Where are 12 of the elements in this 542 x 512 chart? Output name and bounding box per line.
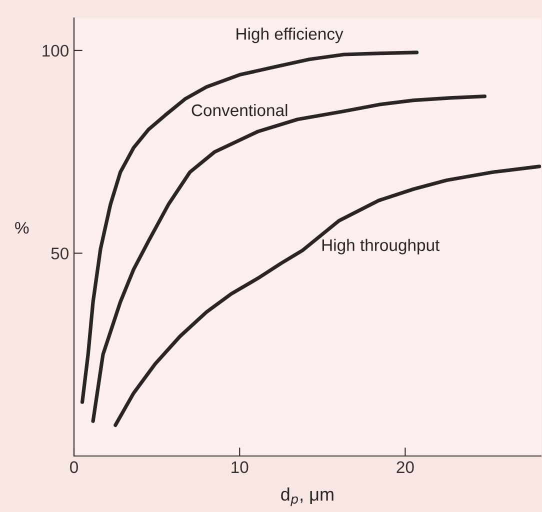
x-axis-title: d$_{p}$, μm — [281, 488, 334, 506]
y-axis-title: % — [15, 222, 29, 234]
y-tick-label: 100 — [42, 44, 68, 57]
series-label: High efficiency — [236, 28, 344, 44]
x-tick-label: 10 — [232, 461, 248, 474]
series-label: High throughput — [322, 238, 440, 254]
x-tick-label: 20 — [396, 461, 414, 474]
line-series — [91, 94, 486, 423]
series-label: Conventional — [192, 104, 288, 116]
y-tick-label: 50 — [51, 248, 68, 260]
x-tick-label: 0 — [70, 461, 78, 474]
line-series — [114, 164, 541, 427]
